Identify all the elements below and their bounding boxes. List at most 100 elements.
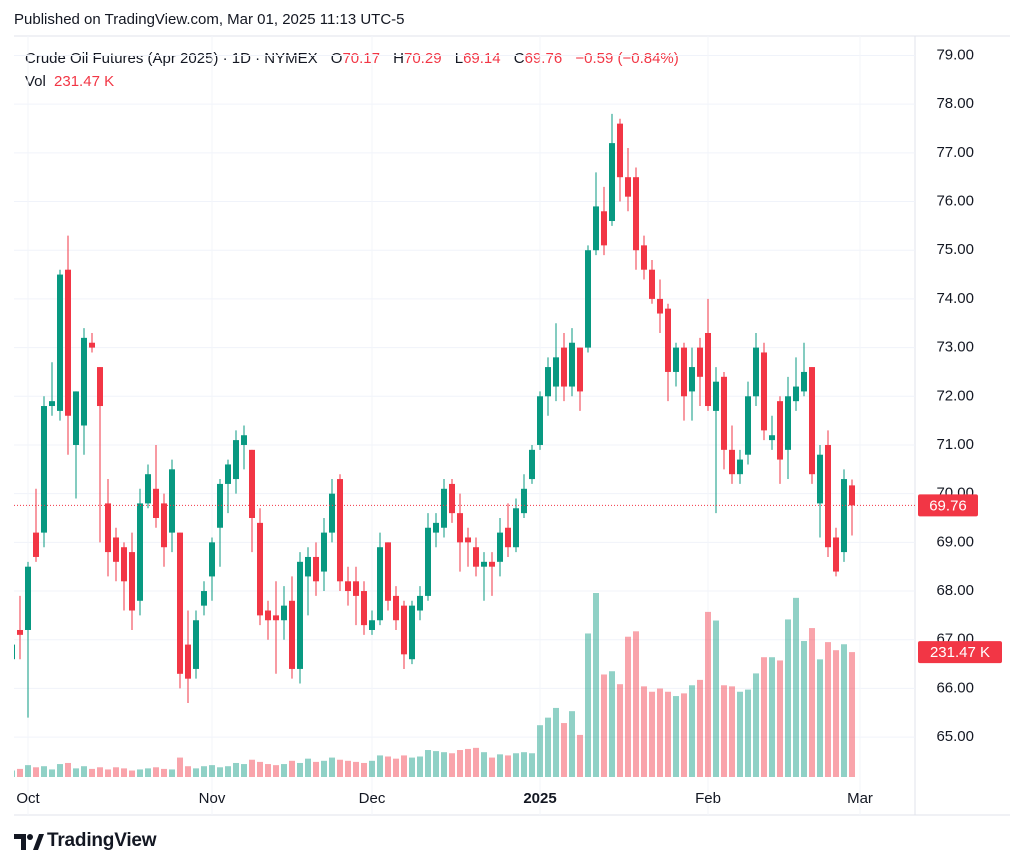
y-tick-label: 66.00 [936, 679, 974, 696]
volume-bar [241, 764, 247, 777]
ohlc-value: 69.76 [524, 50, 563, 67]
candle-body [225, 464, 231, 484]
candle-body [377, 547, 383, 621]
candle-body [649, 269, 655, 299]
candle-body [713, 381, 719, 411]
volume-bar [673, 696, 679, 777]
volume-bar [14, 770, 15, 777]
candle-body [753, 347, 759, 397]
volume-bar [809, 628, 815, 777]
y-tick-label: 78.00 [936, 95, 974, 112]
candle-body [345, 581, 351, 592]
x-tick-label: Nov [199, 790, 226, 807]
candle-body [641, 245, 647, 270]
candle-body [809, 367, 815, 475]
y-tick-label: 77.00 [936, 144, 974, 161]
candle-body [657, 298, 663, 314]
volume-bar [761, 657, 767, 777]
x-tick-label: Mar [847, 790, 873, 807]
candle-body [41, 406, 47, 533]
volume-bar [745, 689, 751, 777]
candle-body [681, 347, 687, 397]
y-tick-label: 75.00 [936, 241, 974, 258]
volume-bar [193, 768, 199, 777]
y-tick-label: 73.00 [936, 339, 974, 356]
volume-bar [185, 766, 191, 777]
volume-bar [633, 631, 639, 777]
volume-bar [465, 748, 471, 777]
volume-bar [113, 767, 119, 777]
candle-body [257, 522, 263, 616]
candle-body [89, 342, 95, 348]
volume-bar [65, 762, 71, 777]
volume-bar [561, 723, 567, 777]
volume-bar [721, 685, 727, 777]
volume-bar [697, 679, 703, 777]
y-tick-label: 76.00 [936, 193, 974, 210]
volume-bar [97, 767, 103, 777]
candle-body [561, 347, 567, 387]
candle-body [401, 605, 407, 655]
candle-body [121, 547, 127, 582]
volume-bar [361, 762, 367, 777]
volume-bar [81, 766, 87, 777]
volume-bar [801, 641, 807, 777]
volume-bar [577, 734, 583, 777]
candle-body [33, 532, 39, 557]
y-tick-label: 65.00 [936, 728, 974, 745]
candle-body [849, 485, 855, 506]
candle-body [329, 493, 335, 533]
candle-body [97, 367, 103, 407]
volume-bar [617, 684, 623, 777]
volume-bar [305, 758, 311, 777]
y-tick-label: 79.00 [936, 46, 974, 63]
volume-bar [729, 686, 735, 777]
candle-body [105, 503, 111, 553]
volume-bar [329, 757, 335, 777]
volume-bar [417, 756, 423, 777]
candle-body [25, 566, 31, 630]
volume-bar [225, 766, 231, 777]
volume-bar [689, 685, 695, 777]
candle-body [129, 552, 135, 611]
volume-bar [33, 767, 39, 777]
volume-bar [737, 691, 743, 777]
candle-body [569, 342, 575, 387]
candle-body [425, 527, 431, 596]
y-tick-label: 68.00 [936, 582, 974, 599]
ohlc-value: 69.14 [463, 50, 501, 67]
candle-body [361, 591, 367, 626]
candle-body [241, 435, 247, 445]
candle-body [537, 396, 543, 445]
candle-body [249, 449, 255, 519]
ohlc-letter: H [393, 50, 404, 67]
candle-body [273, 615, 279, 621]
volume-bar [425, 750, 431, 777]
volume-bar [137, 769, 143, 777]
volume-bar [593, 593, 599, 777]
candle-body [689, 367, 695, 392]
volume-bar [153, 767, 159, 777]
ohlc-value: 70.29 [404, 50, 442, 67]
volume-bar [537, 725, 543, 777]
ohlc-value: 70.17 [342, 50, 380, 67]
volume-bar [73, 768, 79, 777]
volume-bar [345, 760, 351, 777]
candle-body [161, 503, 167, 548]
volume-bar [161, 768, 167, 777]
candle-body [553, 357, 559, 387]
volume-bar [129, 770, 135, 777]
candle-body [793, 386, 799, 402]
legend-row: Crude Oil Futures (Apr 2025) · 1D · NYME… [25, 50, 679, 67]
volume-bar [233, 762, 239, 777]
volume-bar [265, 764, 271, 777]
candle-body [281, 605, 287, 621]
candle-body [777, 401, 783, 460]
candle-body [73, 391, 79, 445]
volume-bar [569, 711, 575, 777]
volume-bar [313, 761, 319, 777]
volume-bar [665, 691, 671, 777]
candle-body [417, 595, 423, 611]
volume-bar [249, 759, 255, 777]
candle-body [265, 610, 271, 621]
